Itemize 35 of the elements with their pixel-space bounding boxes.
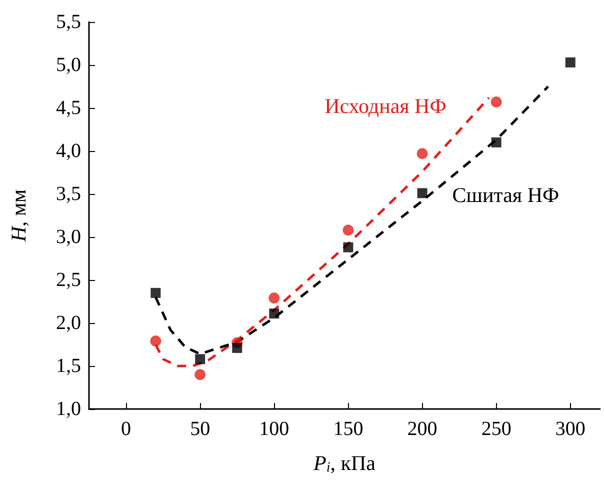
point <box>232 342 242 353</box>
point <box>269 308 280 319</box>
point <box>565 57 576 68</box>
y-tick-label: 1,5 <box>56 355 81 377</box>
point <box>150 336 162 347</box>
x-tick-label: 150 <box>333 418 364 440</box>
point <box>490 96 502 108</box>
x-tick-label: 0 <box>121 418 132 440</box>
point <box>416 148 428 160</box>
y-tick-label: 1,0 <box>56 398 81 420</box>
x-tick-label: 300 <box>555 418 586 440</box>
point <box>342 224 354 236</box>
point <box>268 292 280 304</box>
point <box>150 288 161 298</box>
y-tick-label: 2,0 <box>56 312 81 334</box>
y-tick-label: 3,0 <box>56 226 81 248</box>
series-label: Сшитая НФ <box>452 183 560 208</box>
x-tick-label: 250 <box>481 418 512 440</box>
x-tick-label: 200 <box>407 418 438 440</box>
point <box>491 137 502 148</box>
series-label: Исходная НФ <box>324 94 446 118</box>
y-tick-label: 5,0 <box>56 54 81 76</box>
x-tick-label: 50 <box>190 418 210 440</box>
point <box>195 354 206 364</box>
x-tick-label: 100 <box>259 418 290 440</box>
y-tick-label: 2,5 <box>56 269 81 291</box>
x-axis-title: Pi, кПа <box>312 451 376 476</box>
y-tick-label: 5,5 <box>56 11 81 33</box>
point <box>194 369 206 380</box>
point <box>417 188 428 198</box>
y-tick-label: 4,5 <box>56 97 81 119</box>
y-tick-label: 3,5 <box>56 183 81 205</box>
y-tick-label: 4,0 <box>56 140 81 162</box>
y-axis-title: H, мм <box>6 189 30 243</box>
point <box>343 242 354 252</box>
